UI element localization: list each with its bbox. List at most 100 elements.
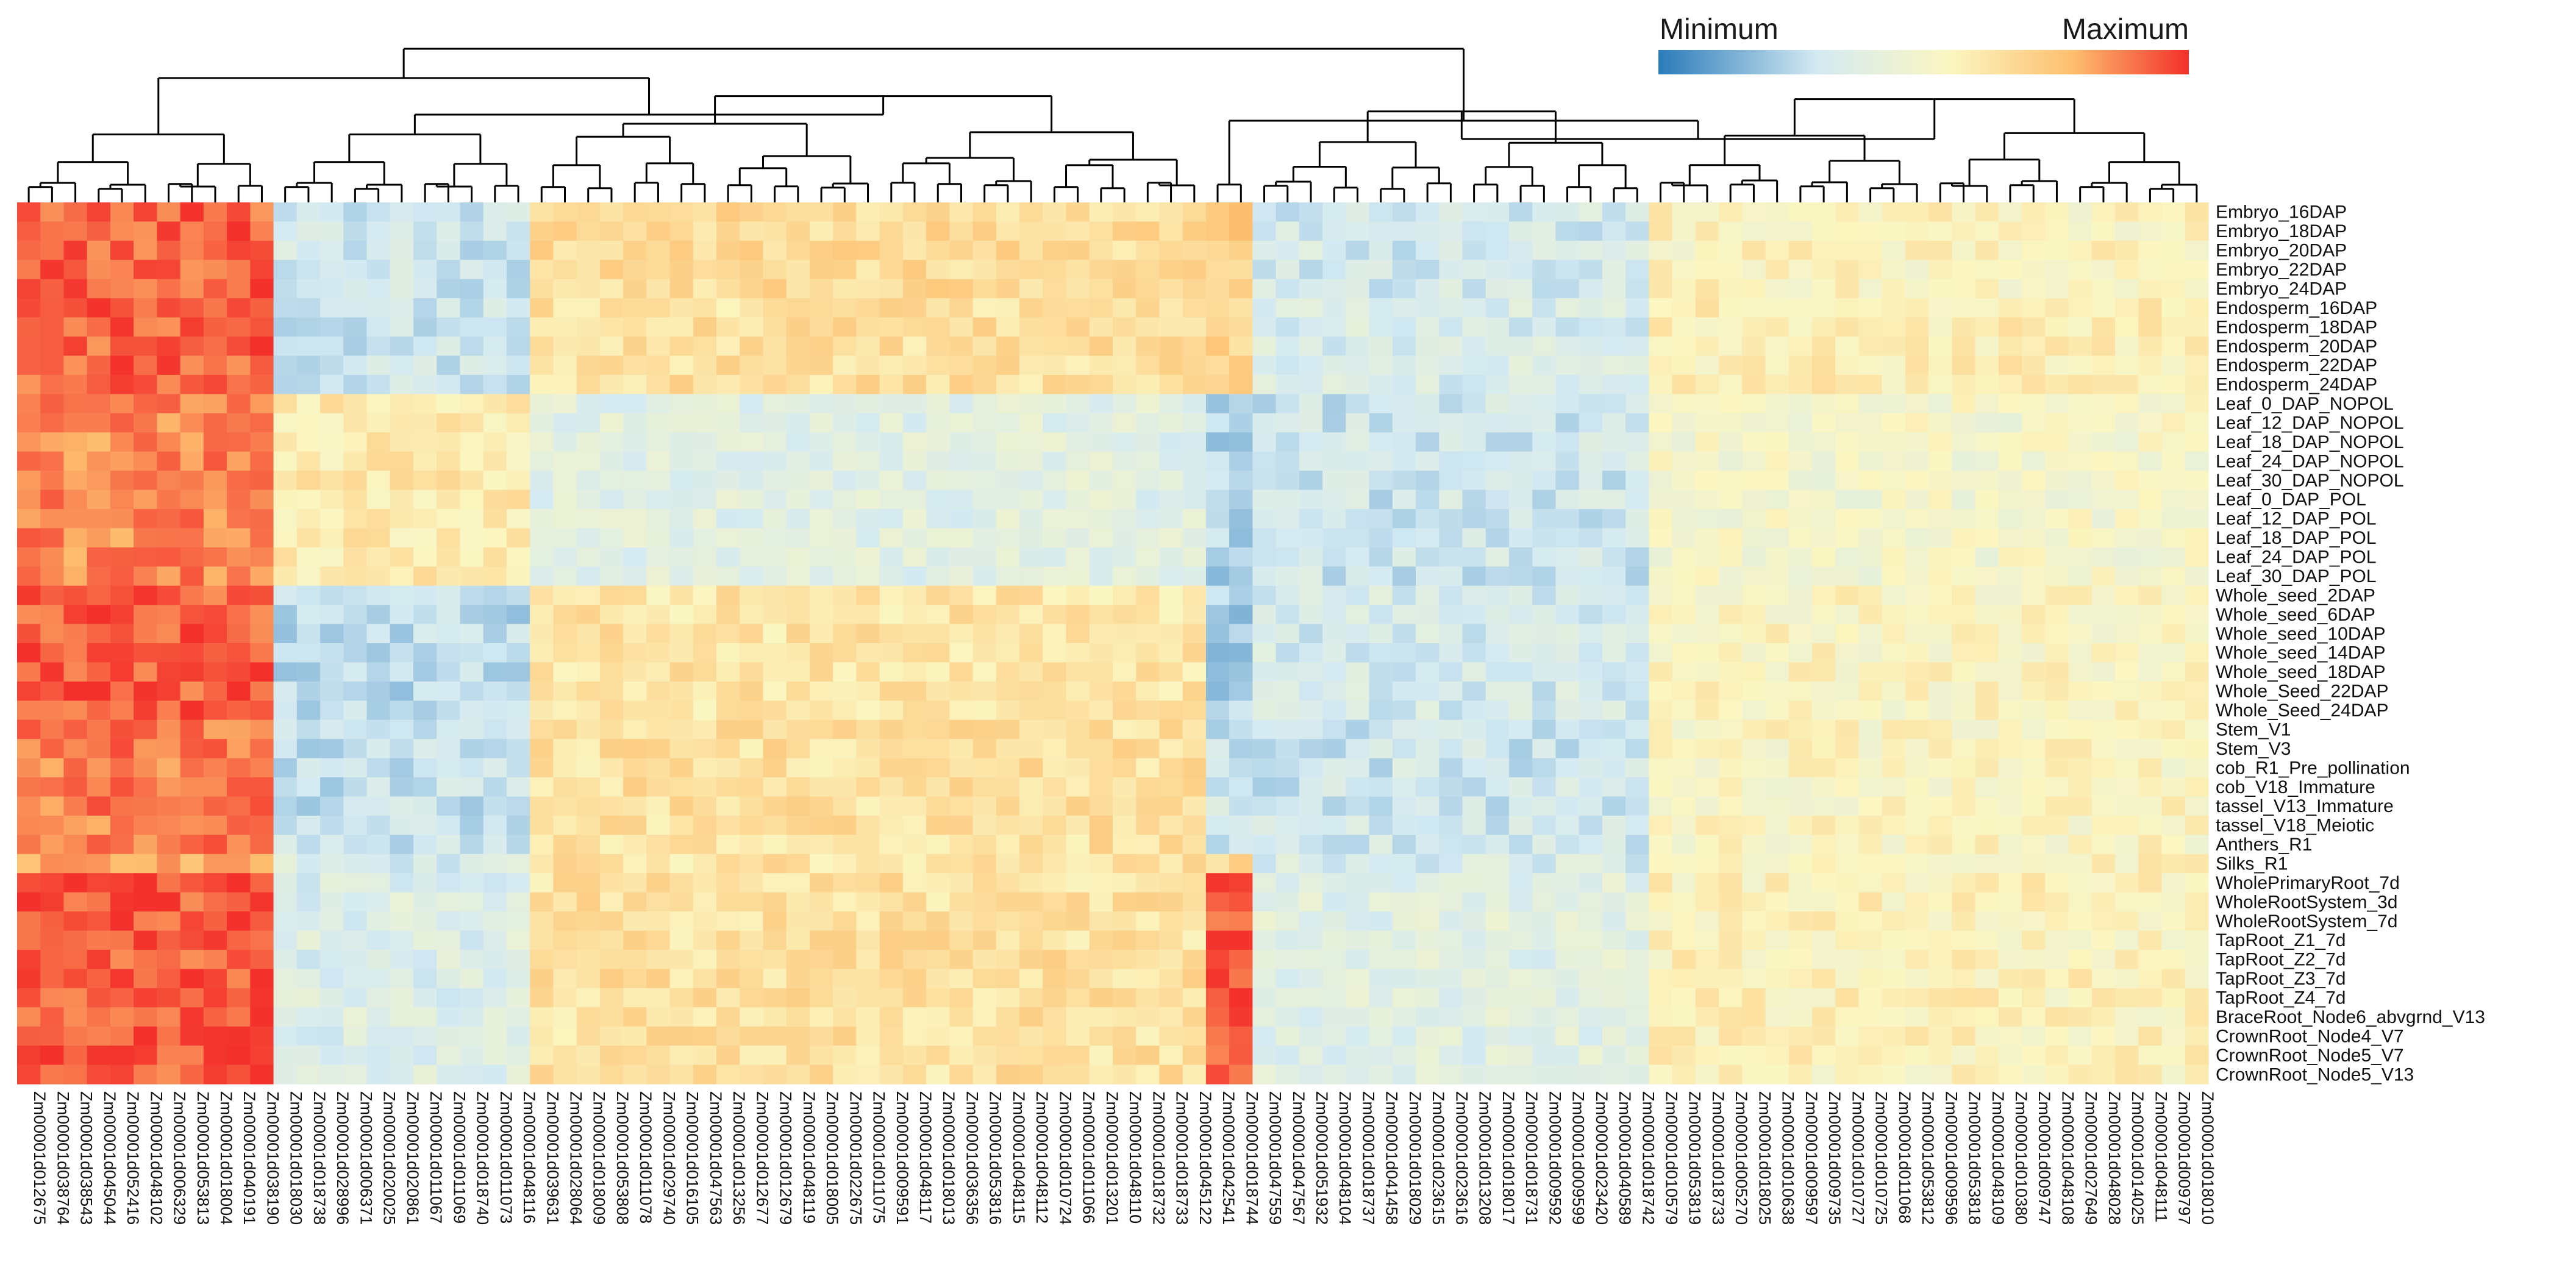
heatmap-cell: [1416, 432, 1440, 452]
heatmap-cell: [1485, 1007, 1510, 1027]
heatmap-cell: [879, 451, 904, 471]
heatmap-cell: [1928, 662, 1953, 682]
heatmap-cell: [879, 413, 904, 433]
heatmap-cell: [1229, 471, 1253, 491]
heatmap-cell: [180, 374, 204, 394]
heatmap-cell: [366, 681, 391, 701]
heatmap-cell: [972, 1064, 997, 1085]
heatmap-cell: [413, 508, 437, 529]
heatmap-cell: [1392, 624, 1416, 644]
heatmap-cell: [2185, 374, 2209, 394]
heatmap-cell: [833, 374, 857, 394]
heatmap-cell: [2115, 719, 2139, 740]
heatmap-cell: [1159, 279, 1183, 299]
heatmap-cell: [2115, 585, 2139, 605]
heatmap-cell: [460, 988, 484, 1008]
heatmap-cell: [157, 911, 181, 932]
heatmap-cell: [530, 451, 554, 471]
heatmap-cell: [460, 949, 484, 969]
heatmap-cell: [1159, 988, 1183, 1008]
heatmap-cell: [1905, 700, 1929, 721]
heatmap-cell: [1276, 528, 1300, 548]
heatmap-cell: [1113, 719, 1136, 740]
heatmap-cell: [134, 471, 157, 491]
heatmap-cell: [1043, 508, 1067, 529]
heatmap-cell: [390, 413, 414, 433]
heatmap-cell: [553, 930, 577, 950]
heatmap-cell: [1788, 547, 1813, 567]
row-label: Stem_V3: [2216, 739, 2291, 759]
heatmap-cell: [1835, 585, 1860, 605]
heatmap-cell: [2138, 490, 2163, 510]
heatmap-cell: [203, 835, 227, 855]
heatmap-cell: [1136, 547, 1160, 567]
heatmap-cell: [1812, 337, 1836, 357]
heatmap-cell: [1159, 1064, 1183, 1085]
heatmap-cell: [2045, 873, 2069, 893]
heatmap-cell: [1858, 758, 1883, 778]
heatmap-cell: [879, 1064, 904, 1085]
heatmap-cell: [646, 566, 671, 586]
heatmap-cell: [17, 490, 41, 510]
heatmap-cell: [273, 202, 298, 223]
heatmap-cell: [157, 988, 181, 1008]
heatmap-cell: [1975, 1064, 1999, 1085]
heatmap-cell: [1462, 528, 1486, 548]
heatmap-cell: [483, 1007, 507, 1027]
heatmap-cell: [2185, 202, 2209, 223]
heatmap-cell: [320, 413, 344, 433]
heatmap-cell: [1136, 643, 1160, 663]
heatmap-cell: [2138, 681, 2163, 701]
heatmap-cell: [2115, 451, 2139, 471]
heatmap-cell: [740, 605, 764, 625]
heatmap-cell: [2185, 528, 2209, 548]
heatmap-cell: [1182, 279, 1207, 299]
heatmap-cell: [63, 662, 88, 682]
heatmap-cell: [1346, 796, 1370, 816]
heatmap-cell: [809, 260, 833, 280]
heatmap-cell: [1602, 1026, 1626, 1046]
heatmap-cell: [1555, 949, 1580, 969]
heatmap-cell: [1508, 988, 1533, 1008]
heatmap-cell: [87, 585, 111, 605]
heatmap-cell: [2185, 719, 2209, 740]
heatmap-cell: [366, 202, 391, 223]
heatmap-cell: [996, 394, 1020, 414]
heatmap-cell: [1672, 777, 1696, 797]
heatmap-cell: [2115, 547, 2139, 567]
heatmap-cell: [1299, 432, 1323, 452]
heatmap-cell: [343, 202, 368, 223]
heatmap-cell: [1719, 279, 1743, 299]
heatmap-cell: [1252, 1064, 1277, 1085]
heatmap-cell: [693, 451, 717, 471]
heatmap-cell: [1066, 624, 1090, 644]
heatmap-cell: [203, 298, 227, 318]
heatmap-cell: [1369, 508, 1393, 529]
heatmap-cell: [1229, 1046, 1253, 1066]
heatmap-cell: [1322, 298, 1346, 318]
heatmap-cell: [949, 1026, 974, 1046]
heatmap-cell: [366, 700, 391, 721]
heatmap-cell: [786, 1007, 810, 1027]
heatmap-cell: [1229, 700, 1253, 721]
heatmap-cell: [157, 681, 181, 701]
heatmap-cell: [1835, 566, 1860, 586]
heatmap-cell: [1858, 547, 1883, 567]
heatmap-cell: [1975, 739, 1999, 759]
heatmap-cell: [17, 240, 41, 260]
heatmap-cell: [2115, 739, 2139, 759]
heatmap-cell: [413, 490, 437, 510]
heatmap-cell: [1555, 374, 1580, 394]
heatmap-cell: [740, 202, 764, 223]
heatmap-cell: [1882, 471, 1906, 491]
heatmap-cell: [1625, 988, 1649, 1008]
heatmap-cell: [740, 1046, 764, 1066]
heatmap-cell: [1322, 355, 1346, 376]
heatmap-cell: [1672, 337, 1696, 357]
heatmap-cell: [460, 892, 484, 912]
heatmap-cell: [110, 1026, 134, 1046]
heatmap-cell: [1346, 394, 1370, 414]
heatmap-cell: [1905, 337, 1929, 357]
heatmap-cell: [1695, 279, 1719, 299]
heatmap-cell: [250, 835, 274, 855]
